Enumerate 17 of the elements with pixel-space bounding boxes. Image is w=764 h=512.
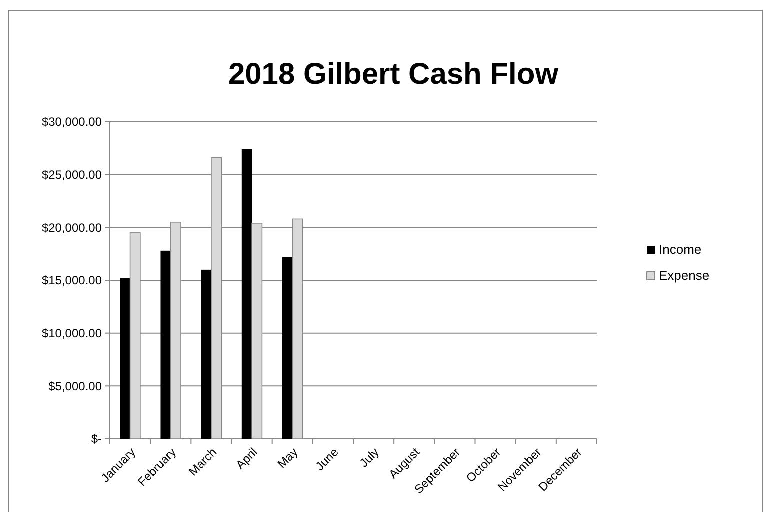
bar bbox=[242, 149, 252, 439]
y-tick-label: $10,000.00 bbox=[42, 326, 102, 341]
x-tick-label: July bbox=[356, 445, 382, 470]
bar bbox=[282, 257, 293, 439]
y-tick-label: $30,000.00 bbox=[42, 115, 102, 130]
legend-label: Expense bbox=[659, 268, 710, 283]
x-tick-label: May bbox=[274, 445, 301, 472]
bar bbox=[160, 250, 171, 439]
y-tick-label: $- bbox=[91, 432, 102, 446]
y-tick-label: $5,000.00 bbox=[48, 379, 102, 394]
legend-label: Income bbox=[659, 242, 702, 257]
y-tick-label: $25,000.00 bbox=[42, 168, 102, 182]
y-tick-label: $20,000.00 bbox=[42, 220, 102, 235]
bar bbox=[120, 278, 130, 439]
y-tick-label: $15,000.00 bbox=[42, 274, 102, 288]
chart-title: 2018 Gilbert Cash Flow bbox=[228, 58, 560, 91]
bar bbox=[201, 270, 212, 439]
